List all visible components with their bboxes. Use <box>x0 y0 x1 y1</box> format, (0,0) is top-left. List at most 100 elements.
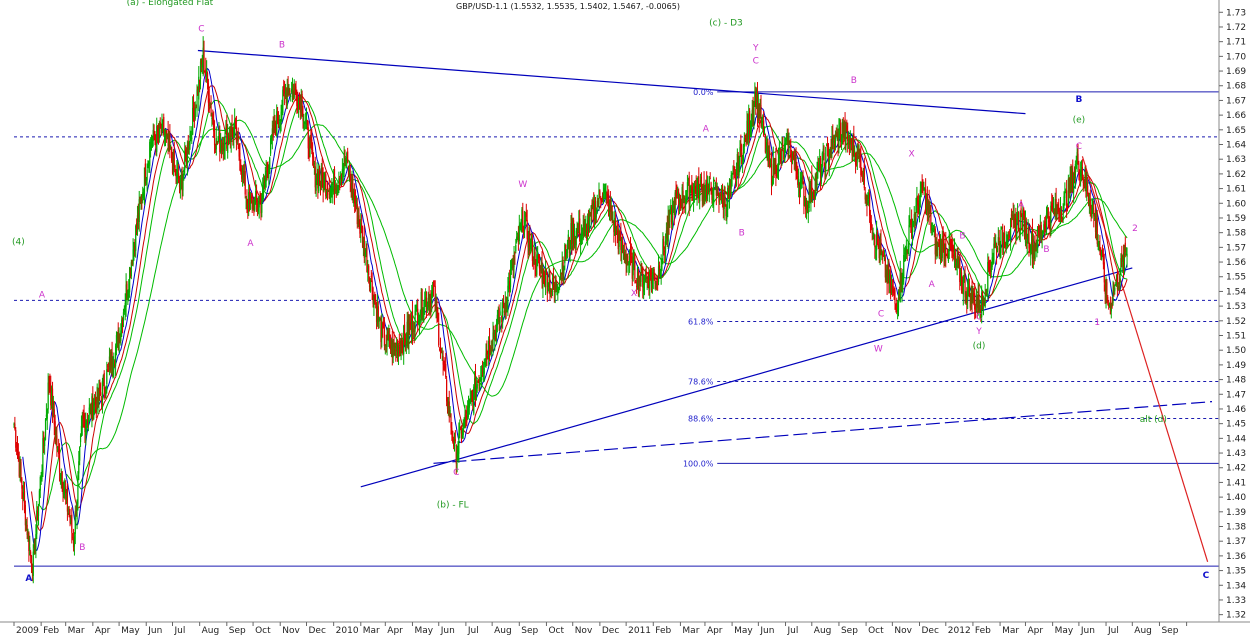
candle-body <box>238 145 240 157</box>
candle-body <box>220 143 222 152</box>
candle-body <box>504 302 506 312</box>
candle-body <box>959 258 961 283</box>
x-tick-label: Jun <box>440 626 455 636</box>
candle-body <box>1015 218 1017 237</box>
candle-body <box>1087 185 1089 194</box>
candle-body <box>1114 287 1116 292</box>
candle-body <box>243 171 245 178</box>
candle-body <box>477 380 479 383</box>
candle-body <box>802 174 804 184</box>
candle-body <box>203 51 205 71</box>
candle-body <box>1110 304 1112 312</box>
candle-body <box>483 367 485 374</box>
candle-body <box>479 377 481 390</box>
candle-body <box>262 184 264 202</box>
candle-body <box>288 87 290 92</box>
candle-body <box>993 243 995 261</box>
candle-body <box>80 425 83 437</box>
candle-body <box>709 178 711 180</box>
candle-body <box>587 220 589 235</box>
candle-body <box>634 256 636 280</box>
candle-body <box>886 269 888 285</box>
candle-body <box>872 236 874 238</box>
candle-body <box>165 130 167 134</box>
candle-body <box>335 187 337 191</box>
candle-body <box>222 143 224 152</box>
candle-body <box>826 143 829 147</box>
y-tick-label: 1.40 <box>1226 493 1246 503</box>
wave-label: B <box>1043 245 1049 255</box>
candle-body <box>1010 214 1013 217</box>
candle-body <box>104 387 106 393</box>
candle-body <box>13 423 15 425</box>
candle-body <box>739 147 741 164</box>
candle-body <box>199 79 201 83</box>
candle-body <box>582 224 584 236</box>
candle-body <box>1066 204 1069 208</box>
candle-body <box>1101 250 1104 254</box>
candle-body <box>597 200 599 206</box>
candle-body <box>571 218 573 244</box>
x-tick-label: Jun <box>759 626 774 636</box>
candle-body <box>707 185 710 189</box>
candle-body <box>542 267 544 287</box>
candle-body <box>583 220 585 226</box>
candle-body <box>978 294 980 313</box>
candle-body <box>677 189 679 196</box>
candle-body <box>1038 233 1041 236</box>
candle-body <box>698 176 700 200</box>
candle-body <box>432 283 435 287</box>
candle-body <box>253 204 255 214</box>
candle-body <box>846 125 848 131</box>
candle-body <box>166 133 168 136</box>
candle-body <box>1018 228 1020 232</box>
wave-label: 2 <box>1132 224 1138 234</box>
candle-body <box>1068 177 1070 194</box>
chart-title: GBP/USD-1.1 (1.5532, 1.5535, 1.5402, 1.5… <box>456 2 680 11</box>
candle-body <box>14 423 16 430</box>
candle-body <box>402 345 404 353</box>
candle-body <box>770 164 772 168</box>
candle-body <box>30 551 32 557</box>
candle-body <box>554 281 556 293</box>
candle-body <box>495 333 497 340</box>
candle-body <box>772 158 774 184</box>
candle-body <box>753 106 755 121</box>
candle-body <box>938 239 940 241</box>
candle-body <box>235 126 238 143</box>
candle-body <box>941 239 943 258</box>
candle-body <box>607 193 609 199</box>
candle-body <box>622 240 624 253</box>
candle-body <box>685 193 688 201</box>
y-tick-label: 1.53 <box>1226 302 1246 312</box>
candle-body <box>783 150 785 160</box>
x-tick-label: Mar <box>682 626 699 636</box>
candle-body <box>890 286 893 293</box>
candle-body <box>325 174 327 197</box>
candle-body <box>617 230 619 250</box>
candle-body <box>803 186 805 206</box>
candle-body <box>967 289 969 300</box>
candle-body <box>372 287 374 304</box>
candle-body <box>797 175 799 185</box>
candle-body <box>256 203 259 208</box>
candle-body <box>729 186 731 188</box>
candle-body <box>1008 238 1010 240</box>
candle-body <box>1096 218 1098 244</box>
candle-body <box>286 89 288 105</box>
candle-body <box>329 193 331 203</box>
candle-body <box>284 92 287 97</box>
candle-body <box>856 146 858 161</box>
y-tick-label: 1.51 <box>1226 332 1246 342</box>
candle-body <box>373 295 375 308</box>
candle-body <box>918 200 921 216</box>
x-tick-label: Sep <box>521 626 538 636</box>
x-tick-label: Jun <box>147 626 162 636</box>
candle-body <box>431 291 433 304</box>
candle-body <box>356 204 358 225</box>
candle-body <box>444 366 446 369</box>
candle-body <box>1076 152 1078 165</box>
candle-body <box>898 297 900 299</box>
candle-body <box>1085 168 1087 188</box>
